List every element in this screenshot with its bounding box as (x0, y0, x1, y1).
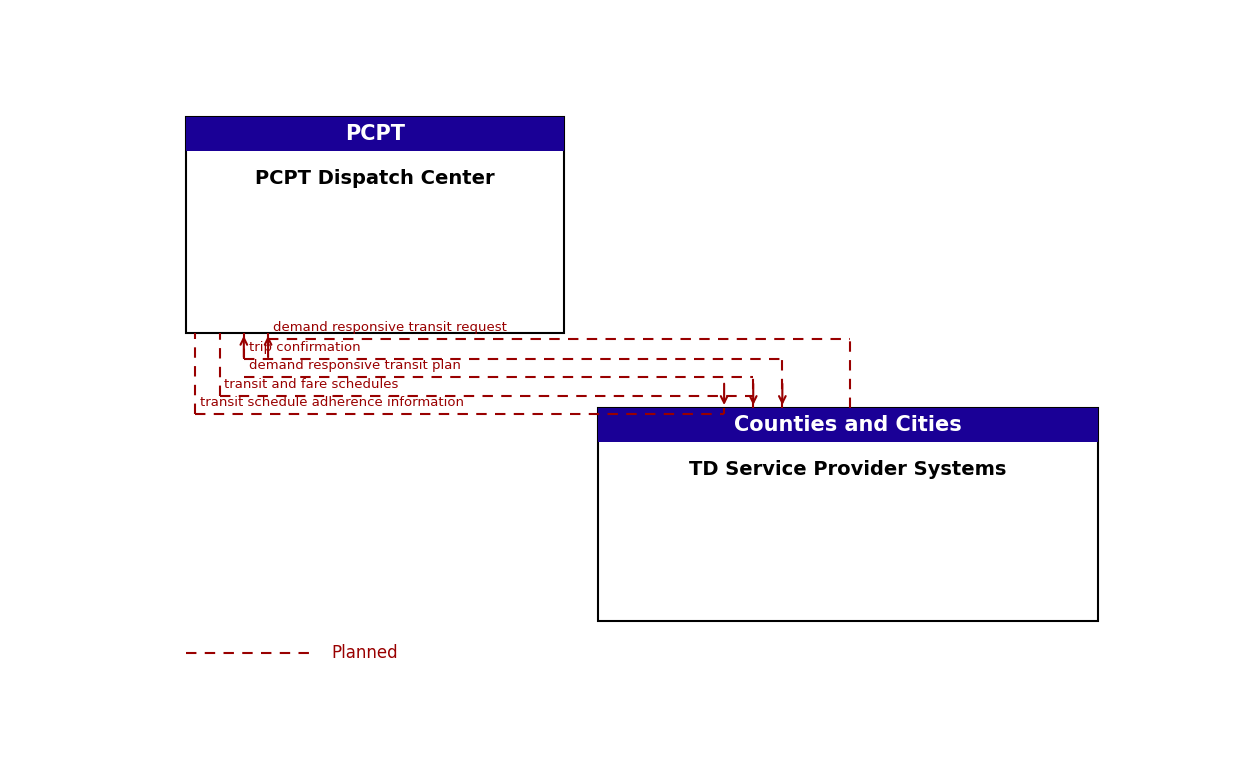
Text: trip confirmation: trip confirmation (249, 341, 361, 354)
Text: demand responsive transit request: demand responsive transit request (273, 321, 507, 335)
Text: Planned: Planned (331, 644, 398, 663)
Text: TD Service Provider Systems: TD Service Provider Systems (689, 460, 1007, 479)
Text: transit and fare schedules: transit and fare schedules (224, 378, 399, 391)
Text: demand responsive transit plan: demand responsive transit plan (249, 359, 461, 372)
Bar (185, 117, 563, 333)
Bar (598, 408, 1098, 621)
Bar (598, 408, 1098, 442)
Text: Counties and Cities: Counties and Cities (734, 415, 962, 435)
Bar (185, 117, 563, 152)
Text: PCPT: PCPT (344, 124, 404, 145)
Text: PCPT Dispatch Center: PCPT Dispatch Center (255, 170, 495, 188)
Text: transit schedule adherence information: transit schedule adherence information (200, 396, 464, 409)
